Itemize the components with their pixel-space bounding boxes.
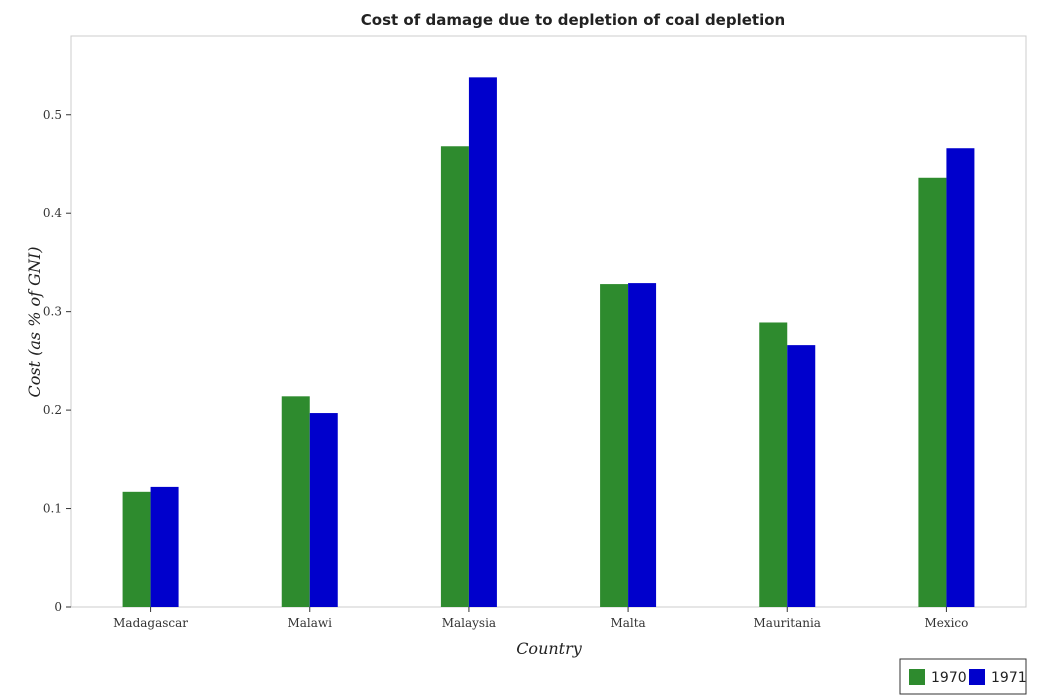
- y-tick-label: 0.2: [43, 403, 62, 417]
- bar-1971-mexico: [946, 148, 975, 608]
- legend-label-1970: 1970: [931, 670, 967, 686]
- bar-1970-mexico: [918, 177, 947, 608]
- bar-1971-madagascar: [150, 486, 179, 607]
- bar-1970-malta: [600, 284, 629, 607]
- x-tick-label: Malta: [610, 616, 645, 630]
- y-tick-label: 0.3: [43, 305, 62, 319]
- legend-swatch-1971: [969, 669, 985, 685]
- x-tick-label: Mauritania: [754, 616, 821, 630]
- legend-label-1971: 1971: [991, 670, 1027, 686]
- x-axis: Madagascar Malawi Malaysia Malta Mauritania M…: [113, 607, 968, 630]
- bars: [122, 77, 975, 608]
- legend-swatch-1970: [909, 669, 925, 685]
- bar-1970-mauritania: [759, 322, 788, 607]
- bar-1971-mauritania: [787, 345, 816, 607]
- chart-title: Cost of damage due to depletion of coal …: [361, 11, 785, 29]
- bar-1970-malaysia: [440, 146, 469, 607]
- y-axis: 0 0.1 0.2 0.3 0.4 0.5: [43, 108, 71, 614]
- y-tick-label: 0: [54, 600, 62, 614]
- y-tick-label: 0.4: [43, 206, 62, 220]
- x-axis-label: Country: [516, 639, 583, 658]
- y-axis-label: Cost (as % of GNI): [25, 247, 44, 398]
- plot-area: [70, 35, 1027, 608]
- y-tick-label: 0.5: [43, 108, 62, 122]
- bar-1971-malaysia: [468, 77, 497, 608]
- x-tick-label: Madagascar: [113, 616, 188, 630]
- bar-1971-malawi: [309, 413, 338, 607]
- bar-1970-madagascar: [122, 491, 151, 607]
- x-tick-label: Malaysia: [442, 616, 496, 630]
- bar-1971-malta: [628, 283, 657, 607]
- legend: 1970 1971: [899, 658, 1027, 695]
- y-tick-label: 0.1: [43, 502, 62, 516]
- x-tick-label: Mexico: [924, 616, 968, 630]
- bar-1970-malawi: [281, 396, 310, 607]
- x-tick-label: Malawi: [287, 616, 332, 630]
